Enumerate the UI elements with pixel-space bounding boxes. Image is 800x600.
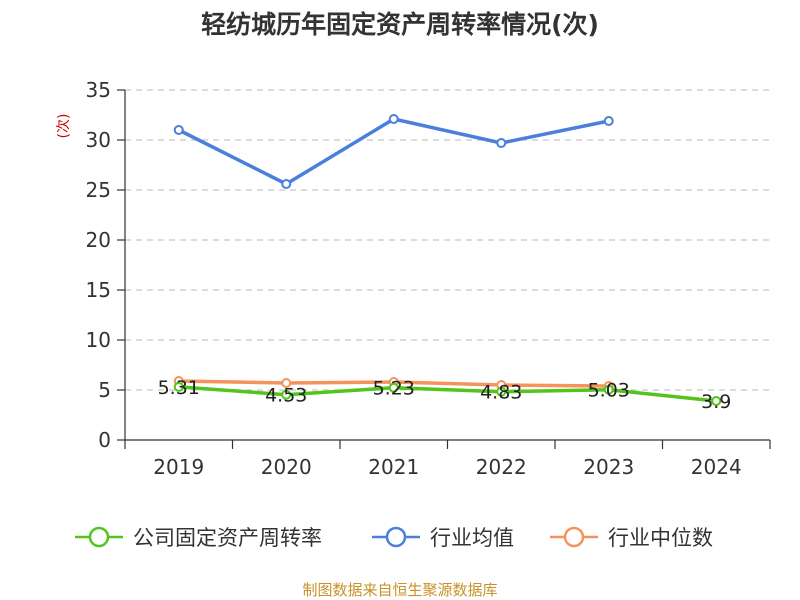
data-label: 5.23 xyxy=(373,378,415,400)
y-tick-label: 25 xyxy=(86,178,111,202)
series-line-1 xyxy=(177,117,610,186)
legend-swatch-marker xyxy=(88,526,110,548)
series-point-0 xyxy=(711,396,722,406)
y-tick-label: 5 xyxy=(98,378,111,402)
data-label: 4.53 xyxy=(265,385,307,407)
legend-label: 行业均值 xyxy=(430,526,514,550)
series-point-2 xyxy=(281,378,292,388)
grid-lines xyxy=(125,89,770,391)
legend: 公司固定资产周转率 行业均值 行业中位数 xyxy=(75,526,713,550)
series-line-0 xyxy=(178,385,717,403)
source-note: 制图数据来自恒生聚源数据库 xyxy=(302,581,497,599)
x-tick-label: 2022 xyxy=(476,455,527,479)
y-tick-label: 35 xyxy=(86,78,111,102)
legend-swatch-marker xyxy=(385,526,407,548)
x-tick-label: 2019 xyxy=(153,455,204,479)
chart-title: 轻纺城历年固定资产周转率情况(次) xyxy=(201,10,599,39)
series-group xyxy=(173,114,722,406)
series-point-1 xyxy=(603,116,614,126)
series-point-1 xyxy=(388,114,399,124)
data-labels: 5.31 4.53 5.23 4.83 5.03 3.9 xyxy=(158,377,732,413)
y-tick-label: 15 xyxy=(86,278,111,302)
y-tick-label: 0 xyxy=(98,428,111,452)
x-tick-label: 2021 xyxy=(368,455,419,479)
series-point-1 xyxy=(173,125,184,135)
x-tick-label: 2023 xyxy=(583,455,634,479)
axes: 0 5 10 15 20 25 30 35 2019 2020 2021 2022 2023 2024 xyxy=(86,78,771,479)
data-label: 5.03 xyxy=(588,380,630,402)
x-tick-label: 2024 xyxy=(691,455,742,479)
y-tick-label: 30 xyxy=(86,128,111,152)
series-point-0 xyxy=(496,386,507,397)
legend-label: 行业中位数 xyxy=(608,526,713,550)
series-point-1 xyxy=(281,179,292,189)
y-axis-unit: (次) xyxy=(56,114,72,139)
data-label: 3.9 xyxy=(701,391,731,413)
data-label: 5.31 xyxy=(158,377,200,399)
x-tick-label: 2020 xyxy=(261,455,312,479)
y-tick-label: 20 xyxy=(86,228,111,252)
series-point-0 xyxy=(173,381,184,392)
y-tick-label: 10 xyxy=(86,328,111,352)
series-point-0 xyxy=(603,384,614,395)
legend-swatch-marker xyxy=(563,526,585,548)
series-point-0 xyxy=(281,389,292,400)
data-label: 4.83 xyxy=(480,382,522,404)
legend-label: 公司固定资产周转率 xyxy=(133,526,322,550)
series-point-0 xyxy=(388,382,399,393)
series-point-1 xyxy=(496,138,507,148)
